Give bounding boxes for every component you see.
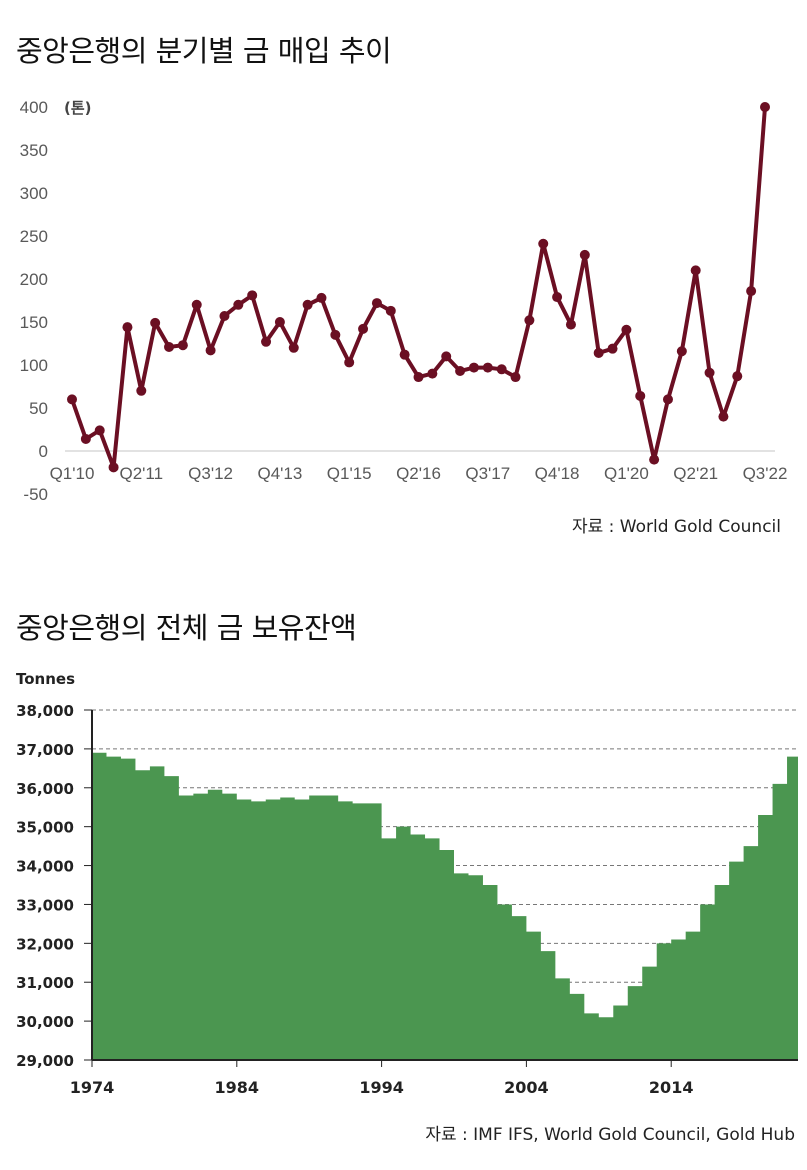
- data-point: [122, 322, 133, 333]
- x-tick-label: Q2'21: [673, 464, 718, 483]
- y-tick-label: 34,000: [16, 858, 74, 876]
- x-tick-label: 1974: [70, 1078, 115, 1097]
- data-point: [164, 341, 175, 352]
- y-tick-label: 200: [20, 270, 48, 289]
- data-point: [468, 362, 479, 373]
- x-tick-label: Q1'20: [604, 464, 649, 483]
- y-tick-label: 29,000: [16, 1052, 74, 1070]
- unit-label: (톤): [64, 99, 92, 117]
- data-point: [482, 362, 493, 373]
- y-tick-label: 350: [20, 141, 48, 160]
- data-point: [676, 346, 687, 357]
- data-point: [732, 371, 743, 382]
- data-point: [760, 102, 770, 112]
- chart1-title: 중앙은행의 분기별 금 매입 추이: [16, 34, 392, 68]
- data-point: [80, 433, 91, 444]
- x-tick-label: Q4'18: [535, 464, 580, 483]
- data-point: [67, 394, 77, 405]
- data-point: [538, 238, 549, 249]
- x-tick-label: 2004: [504, 1078, 549, 1097]
- x-tick-label: Q3'22: [743, 464, 788, 483]
- data-point: [205, 345, 216, 356]
- data-point: [261, 336, 272, 347]
- data-point: [662, 394, 673, 405]
- data-point: [621, 324, 632, 335]
- total-holdings-chart: Tonnes 38,000 37,000 36,000 35,000 34,000 33,0…: [16, 670, 798, 1097]
- data-point: [593, 347, 604, 358]
- y-tick-label: 50: [29, 399, 48, 418]
- data-point: [413, 372, 424, 383]
- data-point: [718, 411, 729, 422]
- data-point: [302, 299, 313, 310]
- data-point: [358, 323, 369, 334]
- data-point: [565, 319, 576, 330]
- y-axis-label: Tonnes: [16, 670, 75, 688]
- y-tick-label: 30,000: [16, 1013, 74, 1031]
- data-point: [427, 368, 438, 379]
- data-point: [690, 265, 701, 276]
- y-tick-label: 100: [20, 356, 48, 375]
- series-line: [70, 106, 767, 470]
- data-point: [510, 372, 521, 383]
- data-point: [649, 454, 660, 465]
- y-tick-label: 37,000: [16, 741, 74, 759]
- x-tick-label: 2014: [649, 1078, 694, 1097]
- x-tick-label: Q3'17: [465, 464, 510, 483]
- y-tick-label: 31,000: [16, 974, 74, 992]
- x-tick-label: Q4'13: [257, 464, 302, 483]
- data-point: [191, 299, 202, 310]
- data-point: [399, 349, 410, 360]
- x-tick-label: Q3'12: [188, 464, 233, 483]
- data-point: [344, 357, 355, 368]
- y-tick-label: 0: [39, 442, 48, 461]
- data-point: [607, 343, 618, 354]
- x-tick-label: Q2'11: [120, 464, 164, 483]
- data-point: [136, 385, 147, 396]
- y-tick-label: 250: [20, 227, 48, 246]
- data-point: [108, 462, 119, 473]
- data-point: [274, 317, 285, 327]
- y-tick-label: 38,000: [16, 702, 74, 720]
- data-point: [455, 366, 466, 377]
- y-tick-label: 150: [20, 313, 48, 332]
- data-point: [316, 292, 327, 303]
- y-tick-label: 33,000: [16, 896, 74, 914]
- chart2-source: 자료 : IMF IFS, World Gold Council, Gold H…: [425, 1125, 795, 1145]
- data-point: [496, 364, 507, 375]
- x-tick-label: Q1'15: [327, 464, 372, 483]
- data-point: [219, 310, 230, 321]
- y-tick-label: 32,000: [16, 935, 74, 953]
- data-point: [150, 317, 161, 328]
- y-tick-label: 35,000: [16, 819, 74, 837]
- y-tick-label: 400: [20, 98, 48, 117]
- data-point: [288, 342, 299, 353]
- x-tick-label: 1984: [215, 1078, 260, 1097]
- data-point: [524, 315, 535, 326]
- x-tick-label: Q2'16: [396, 464, 441, 483]
- y-tick-label: 36,000: [16, 780, 74, 798]
- data-point: [746, 286, 757, 297]
- data-point: [441, 351, 452, 362]
- y-tick-label: -50: [23, 485, 48, 504]
- y-tick-label: 300: [20, 184, 48, 203]
- x-tick-label: 1994: [359, 1078, 404, 1097]
- data-point: [371, 298, 382, 309]
- x-tick-label: Q1'10: [50, 464, 95, 483]
- data-point: [385, 305, 396, 316]
- data-point: [233, 299, 244, 310]
- chart1-source: 자료 : World Gold Council: [571, 517, 781, 537]
- area-series: [92, 752, 798, 1060]
- data-point: [635, 390, 646, 401]
- data-point: [704, 367, 715, 378]
- data-point: [94, 425, 105, 436]
- data-point: [330, 329, 341, 340]
- data-point: [552, 292, 563, 303]
- data-point: [247, 290, 258, 301]
- data-point: [177, 340, 188, 351]
- data-point: [579, 249, 590, 260]
- chart2-title: 중앙은행의 전체 금 보유잔액: [16, 611, 357, 645]
- quarterly-purchase-chart: 400 350 300 250 200 150 100 50 0 -50 (톤) Q1'10 Q2'11…: [20, 98, 788, 504]
